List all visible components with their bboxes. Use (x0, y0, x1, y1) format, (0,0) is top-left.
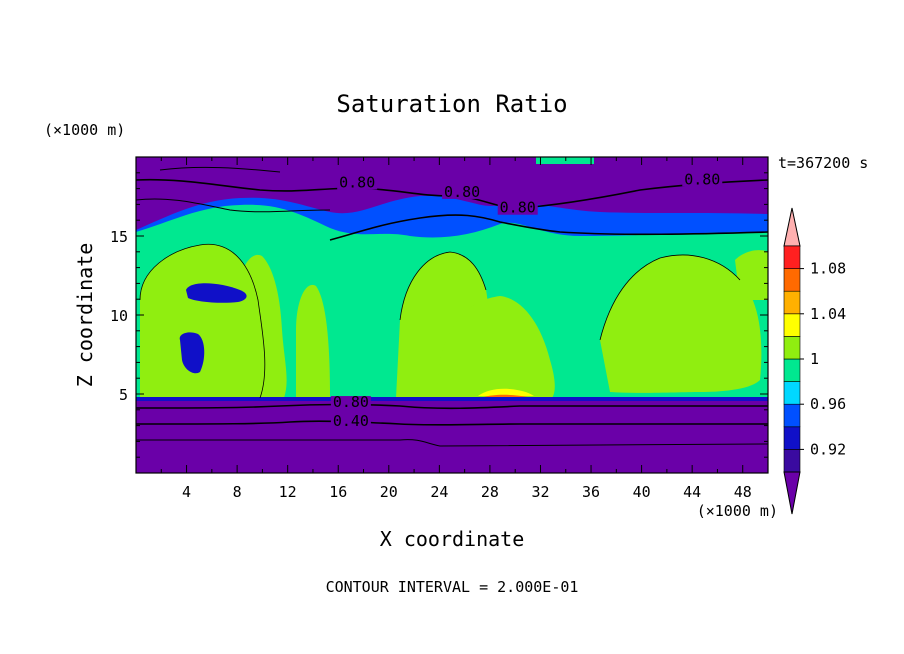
x-tick-label: 20 (380, 483, 398, 501)
colorbar-swatch-max (783, 207, 801, 247)
time-label: t=367200 s (778, 154, 868, 172)
colorbar-swatch (783, 426, 801, 450)
x-tick-label: 44 (683, 483, 701, 501)
contour-line-upper-4 (159, 166, 281, 173)
contour-label-bg (330, 415, 371, 429)
colorbar-swatch (783, 381, 801, 405)
contour-label: 0.80 (444, 183, 480, 201)
contour-label: 0.40 (333, 412, 369, 430)
region-supersat-f (600, 254, 762, 393)
z-tick-label: 15 (110, 228, 128, 246)
contour-line-upper-2 (329, 214, 768, 241)
x-tick-label: 28 (481, 483, 499, 501)
contour-interval-note: CONTOUR INTERVAL = 2.000E-01 (326, 578, 579, 596)
x-tick-label: 24 (430, 483, 448, 501)
colorbar-swatch (783, 403, 801, 428)
contour-label-bg (330, 396, 371, 410)
colorbar-label: 1.08 (810, 260, 846, 278)
colorbar-swatch (783, 245, 801, 269)
contour-line-lower-1 (136, 403, 768, 410)
band-boundary-line (136, 397, 768, 401)
x-tick-label: 48 (734, 483, 752, 501)
contour-line-upper-3 (136, 198, 331, 213)
contour-labels: 0.800.800.800.800.800.40 (330, 170, 723, 430)
contour-label: 0.80 (333, 393, 369, 411)
x-axis-label: X coordinate (380, 527, 525, 551)
region-supersat-a (140, 244, 265, 398)
region-dry-pocket-2 (179, 332, 205, 374)
region-supersat-g (735, 250, 768, 300)
z-tick-label: 5 (119, 386, 128, 404)
contour-label: 0.80 (339, 173, 375, 191)
x-tick-label: 4 (182, 483, 191, 501)
contour-line-moist-edge (139, 243, 741, 399)
z-axis-label: Z coordinate (73, 243, 97, 388)
colorbar-label: 1.04 (810, 305, 846, 323)
contour-label-bg (442, 185, 483, 199)
x-tick-label: 36 (582, 483, 600, 501)
x-unit-label: (×1000 m) (697, 502, 778, 520)
x-tick-label: 12 (279, 483, 297, 501)
region-peak-yellow (478, 388, 534, 396)
contour-label: 0.80 (684, 170, 720, 188)
x-tick-label: 8 (233, 483, 242, 501)
band-lower-dry (136, 400, 768, 473)
colorbar-swatch (783, 449, 801, 473)
region-supersat-c (296, 284, 330, 398)
region-dry-pocket (186, 283, 247, 303)
colorbar-label: 1 (810, 350, 819, 368)
colorbar-swatch (783, 336, 801, 360)
colorbar-swatch (783, 290, 801, 315)
colorbar: 1.08 1.04 1 0.96 0.92 (783, 207, 846, 515)
colorbar-swatch (783, 313, 801, 337)
region-peak-orange (484, 394, 528, 397)
contour-label: 0.80 (500, 199, 536, 217)
x-tick-label: 32 (531, 483, 549, 501)
region-supersat-e (436, 296, 555, 398)
z-unit-label: (×1000 m) (44, 121, 125, 139)
region-moist-island (536, 157, 594, 164)
colorbar-swatch-min (783, 471, 801, 515)
contour-line-lower-3 (136, 439, 768, 447)
colorbar-swatch (783, 358, 801, 382)
x-tick-label: 40 (633, 483, 651, 501)
contour-label-bg (682, 173, 723, 187)
chart-title: Saturation Ratio (336, 90, 567, 118)
x-tick-label: 16 (329, 483, 347, 501)
contour-label-bg (337, 176, 378, 190)
contour-line-lower-2 (136, 420, 768, 426)
contour-label-bg (497, 201, 538, 215)
x-axis-ticks: 4 8 12 16 20 24 28 32 36 40 44 48 (160, 157, 752, 501)
colorbar-label: 0.96 (810, 395, 846, 413)
z-axis-ticks: 5 10 15 (110, 172, 768, 458)
contour-field (136, 157, 768, 473)
colorbar-swatch (783, 268, 801, 292)
colorbar-label: 0.92 (810, 440, 846, 458)
z-tick-label: 10 (110, 307, 128, 325)
